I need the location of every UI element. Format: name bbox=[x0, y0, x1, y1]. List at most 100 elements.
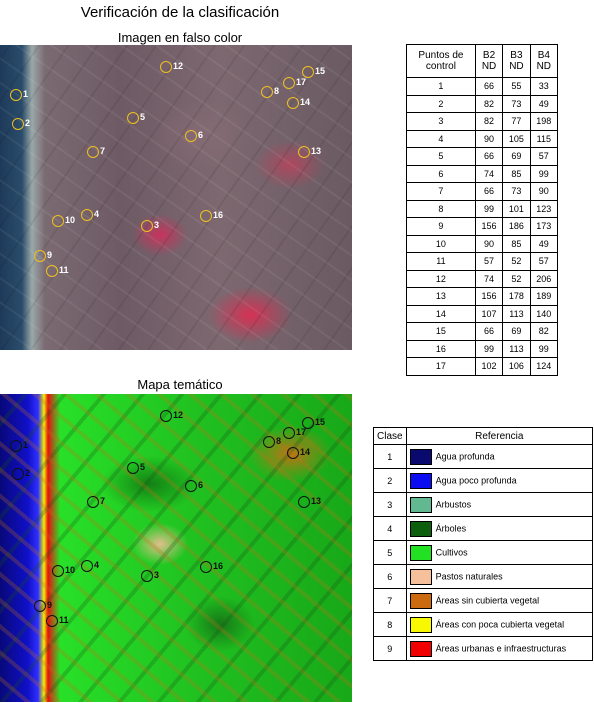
table-cell: 33 bbox=[529, 77, 559, 96]
table-cell: 124 bbox=[529, 357, 559, 376]
control-point-label: 5 bbox=[140, 462, 146, 472]
table-cell: 73 bbox=[502, 182, 531, 201]
control-point-marker bbox=[185, 480, 197, 492]
table-cell: 140 bbox=[529, 304, 559, 323]
legend-label: Áreas sin cubierta vegetal bbox=[435, 594, 540, 605]
table-row: 16 99 113 99 bbox=[406, 339, 559, 358]
control-point-label: 12 bbox=[173, 61, 184, 71]
legend-table: Clase Referencia 1 Agua profunda 2 Agua poc… bbox=[373, 427, 594, 661]
table-cell: 66 bbox=[474, 322, 504, 341]
control-point-marker bbox=[87, 146, 99, 158]
control-point-label: 1 bbox=[23, 89, 29, 99]
legend-row: 1 Agua profunda bbox=[373, 444, 594, 469]
control-point-label: 8 bbox=[274, 86, 280, 96]
table-row: 2 82 73 49 bbox=[406, 94, 559, 113]
map-title: Mapa temático bbox=[137, 377, 223, 392]
table-cell: 49 bbox=[529, 94, 559, 113]
table-cell: 11 bbox=[406, 252, 476, 271]
legend-swatch bbox=[409, 592, 432, 609]
table-cell: 107 bbox=[474, 304, 504, 323]
control-point-marker bbox=[52, 565, 64, 577]
legend-class: 9 bbox=[373, 636, 407, 661]
legend-swatch bbox=[409, 616, 432, 633]
table-row: 5 66 69 57 bbox=[406, 147, 559, 166]
table-cell: 85 bbox=[502, 234, 531, 253]
control-point-label: 17 bbox=[296, 77, 307, 87]
legend-class: 2 bbox=[373, 468, 407, 493]
table-cell: 69 bbox=[502, 322, 531, 341]
table-cell: 49 bbox=[529, 234, 559, 253]
control-point-marker bbox=[141, 220, 153, 232]
legend-class: 1 bbox=[373, 444, 407, 469]
table-cell: 77 bbox=[502, 112, 531, 131]
control-point-marker bbox=[81, 209, 93, 221]
legend-swatch bbox=[409, 448, 432, 465]
table-row: 15 66 69 82 bbox=[406, 322, 559, 341]
control-point-marker bbox=[261, 86, 273, 98]
control-point-label: 1 bbox=[23, 440, 29, 450]
legend-row: 9 Áreas urbanas e infraestructuras bbox=[373, 636, 594, 661]
control-point-marker bbox=[141, 570, 153, 582]
legend-swatch bbox=[409, 496, 432, 513]
legend-class: 6 bbox=[373, 564, 407, 589]
table-cell: 99 bbox=[474, 199, 504, 218]
legend-class: 8 bbox=[373, 612, 407, 637]
table-row: 4 90 105 115 bbox=[406, 129, 559, 148]
legend-row: 6 Pastos naturales bbox=[373, 564, 594, 589]
table-cell: 9 bbox=[406, 217, 476, 236]
legend-row: 4 Árboles bbox=[373, 516, 594, 541]
control-point-label: 6 bbox=[198, 480, 204, 490]
table-cell: 57 bbox=[474, 252, 504, 271]
table-row: 6 74 85 99 bbox=[406, 164, 559, 183]
legend-label: Pastos naturales bbox=[435, 570, 503, 581]
table-row: 11 57 52 57 bbox=[406, 252, 559, 271]
table-cell: 113 bbox=[502, 304, 531, 323]
table-cell: 17 bbox=[406, 357, 476, 376]
legend-reference: Áreas con poca cubierta vegetal bbox=[405, 612, 594, 637]
table-cell: 101 bbox=[502, 199, 531, 218]
table-cell: 52 bbox=[502, 252, 531, 271]
table-cell: 206 bbox=[529, 269, 559, 288]
legend-swatch bbox=[409, 544, 432, 561]
control-point-label: 7 bbox=[100, 496, 106, 506]
table-cell: 99 bbox=[474, 339, 504, 358]
control-point-label: 13 bbox=[311, 496, 322, 506]
legend-header-row: Clase Referencia bbox=[373, 427, 594, 445]
table-cell: 82 bbox=[474, 94, 504, 113]
control-point-marker bbox=[287, 97, 299, 109]
table-cell: 99 bbox=[529, 164, 559, 183]
control-point-label: 8 bbox=[276, 436, 282, 446]
control-point-marker bbox=[200, 561, 212, 573]
header-clase: Clase bbox=[373, 427, 407, 445]
control-point-marker bbox=[200, 210, 212, 222]
header-b2: B2 ND bbox=[474, 44, 504, 78]
table-cell: 2 bbox=[406, 94, 476, 113]
image-title: Imagen en falso color bbox=[117, 30, 243, 45]
control-point-marker bbox=[87, 496, 99, 508]
legend-class: 3 bbox=[373, 492, 407, 517]
legend-class: 4 bbox=[373, 516, 407, 541]
header-referencia: Referencia bbox=[405, 427, 594, 445]
table-cell: 156 bbox=[474, 287, 504, 306]
control-point-marker bbox=[302, 417, 314, 429]
legend-swatch bbox=[409, 568, 432, 585]
table-cell: 156 bbox=[474, 217, 504, 236]
table-cell: 12 bbox=[406, 269, 476, 288]
table-cell: 1 bbox=[406, 77, 476, 96]
table-row: 10 90 85 49 bbox=[406, 234, 559, 253]
legend-label: Áreas con poca cubierta vegetal bbox=[435, 618, 565, 629]
table-cell: 90 bbox=[474, 129, 504, 148]
table-row: 1 66 55 33 bbox=[406, 77, 559, 96]
thematic-map: 1 2 3 4 5 6 7 8 9 10 11 12 13 14 15 16 17 bbox=[0, 394, 352, 702]
legend-row: 3 Arbustos bbox=[373, 492, 594, 517]
legend-swatch bbox=[409, 640, 432, 657]
legend-row: 7 Áreas sin cubierta vegetal bbox=[373, 588, 594, 613]
control-point-label: 4 bbox=[94, 560, 100, 570]
control-point-marker bbox=[283, 77, 295, 89]
table-cell: 74 bbox=[474, 164, 504, 183]
legend-row: 2 Agua poco profunda bbox=[373, 468, 594, 493]
table-cell: 113 bbox=[502, 339, 531, 358]
legend-reference: Pastos naturales bbox=[405, 564, 594, 589]
control-point-label: 3 bbox=[154, 220, 160, 230]
control-point-label: 10 bbox=[65, 215, 76, 225]
